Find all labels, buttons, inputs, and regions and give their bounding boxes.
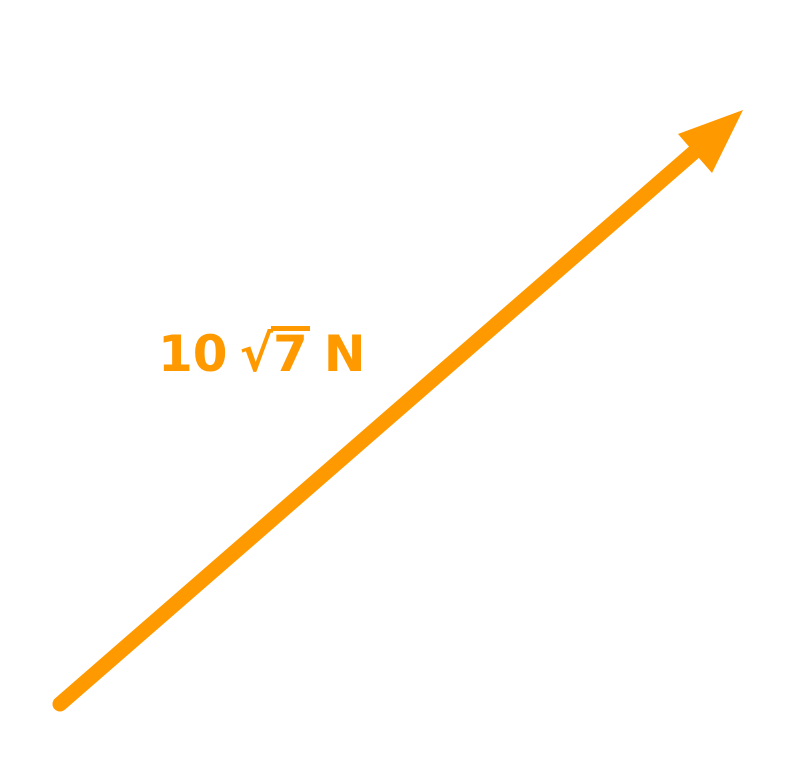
force-vector-shaft (52, 132, 716, 712)
radical-sign: √ (239, 325, 273, 383)
force-unit: N (323, 325, 366, 383)
force-magnitude-label: 10 √7 N (158, 326, 366, 379)
force-radicand: 7 (270, 325, 310, 383)
arrowhead-icon (678, 110, 743, 173)
force-coefficient: 10 (158, 325, 228, 383)
